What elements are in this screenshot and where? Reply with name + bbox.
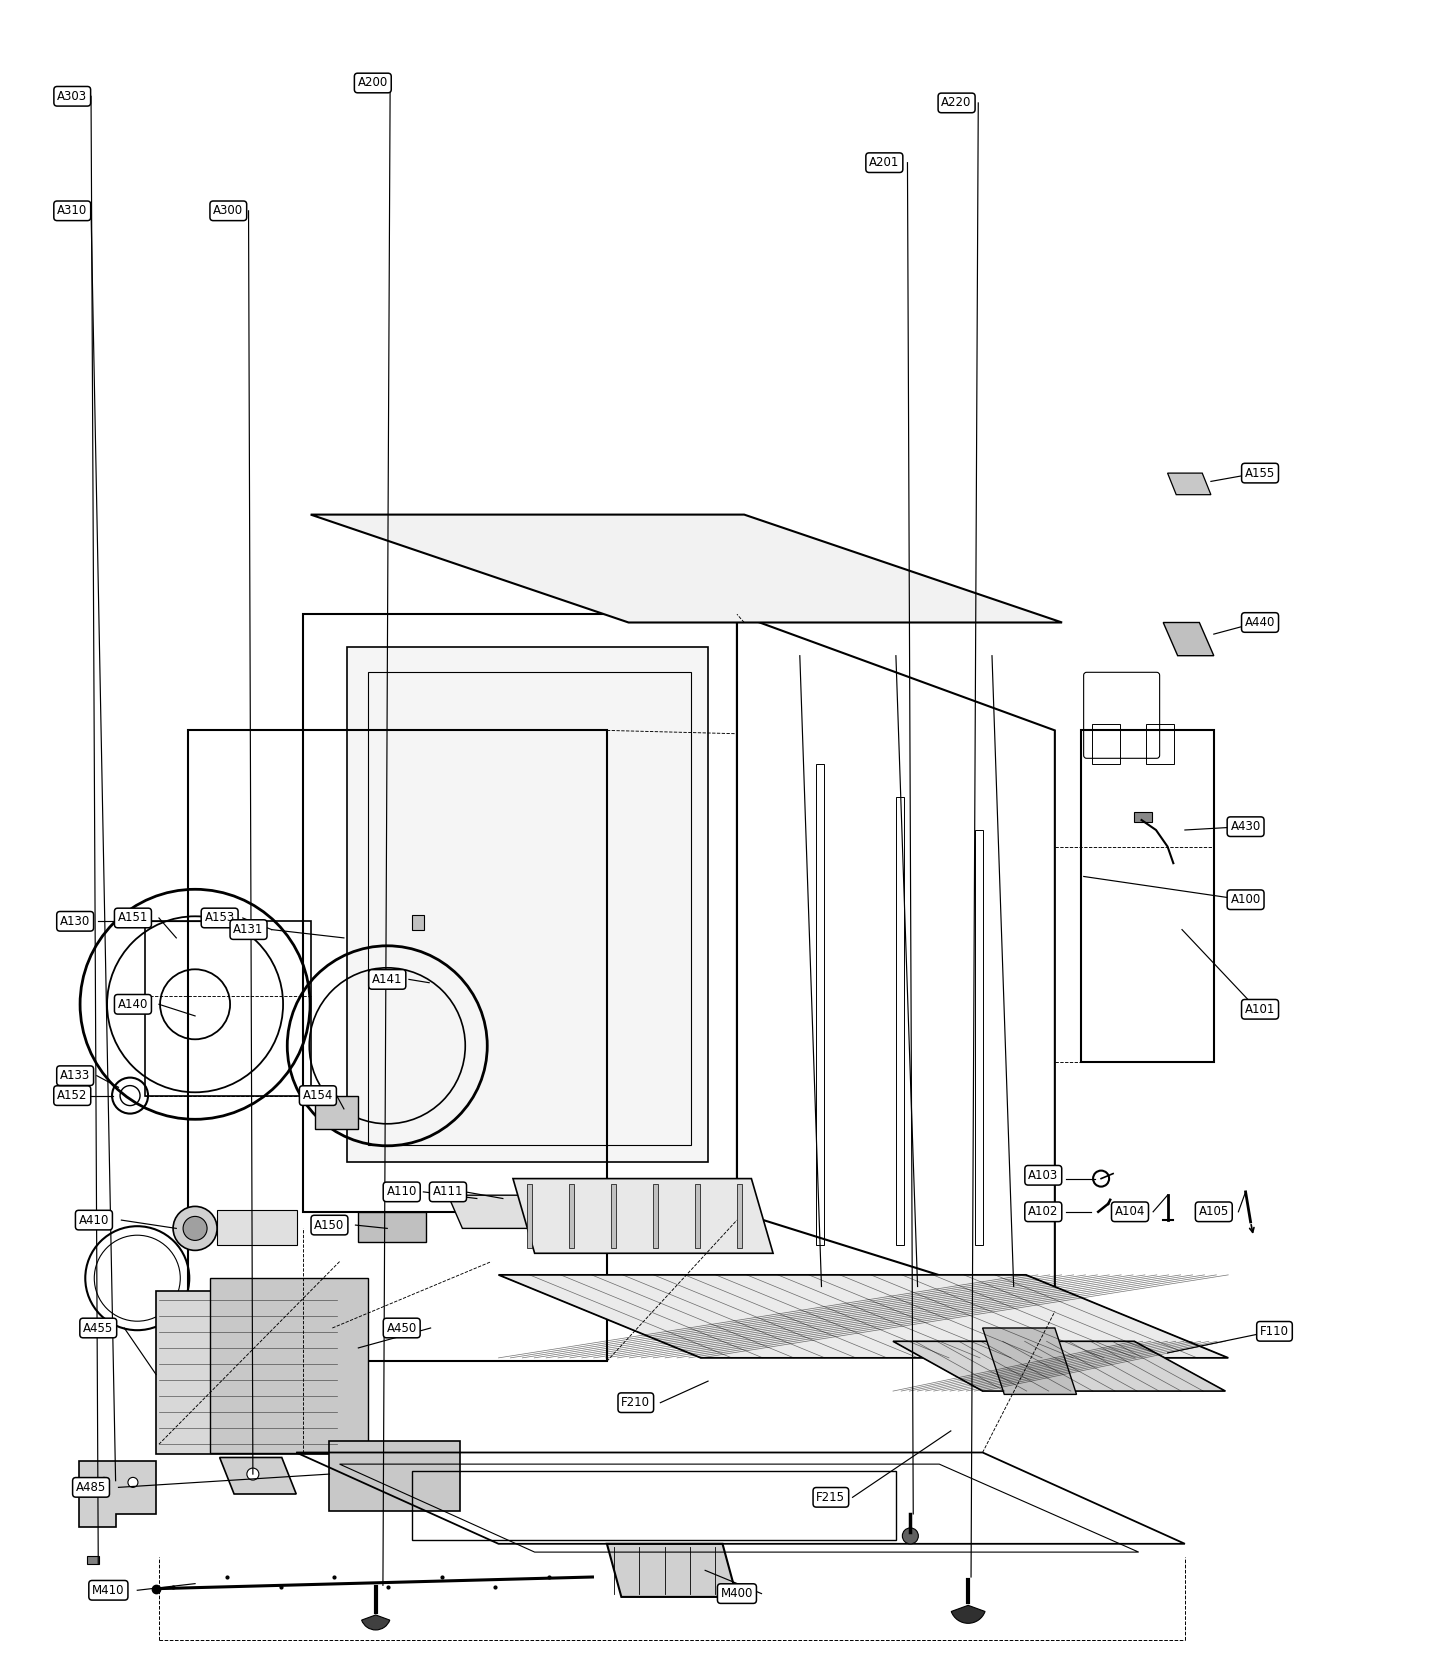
Circle shape (247, 1467, 259, 1481)
Polygon shape (1168, 473, 1211, 495)
Text: A103: A103 (1029, 1169, 1058, 1182)
Text: A100: A100 (1231, 893, 1260, 906)
Bar (975, 830, 984, 1245)
Text: A153: A153 (205, 911, 234, 925)
Circle shape (173, 1207, 217, 1250)
Bar (611, 1184, 616, 1248)
Text: A104: A104 (1114, 1205, 1146, 1218)
Text: A154: A154 (302, 1089, 334, 1102)
Text: A455: A455 (84, 1321, 113, 1335)
Polygon shape (311, 515, 1062, 622)
Text: A303: A303 (58, 90, 87, 103)
Wedge shape (361, 1615, 390, 1630)
Text: A101: A101 (1244, 1003, 1276, 1016)
Text: M410: M410 (92, 1584, 124, 1597)
Bar (569, 1184, 574, 1248)
Text: A110: A110 (386, 1185, 418, 1199)
Bar (653, 1184, 657, 1248)
Text: A220: A220 (941, 96, 972, 110)
Text: A410: A410 (78, 1213, 110, 1227)
Bar (412, 915, 423, 930)
Bar (737, 1184, 741, 1248)
Wedge shape (951, 1605, 985, 1623)
Text: A300: A300 (214, 204, 243, 217)
Bar (217, 1210, 296, 1245)
Polygon shape (1163, 622, 1214, 656)
Bar (1092, 724, 1120, 764)
Text: F215: F215 (816, 1491, 845, 1504)
Text: A485: A485 (77, 1481, 105, 1494)
Bar (695, 1184, 699, 1248)
Text: A440: A440 (1244, 616, 1276, 629)
FancyArrowPatch shape (1250, 1225, 1254, 1232)
Text: A130: A130 (61, 915, 90, 928)
Text: A430: A430 (1231, 820, 1260, 833)
Bar (527, 1184, 532, 1248)
Polygon shape (347, 647, 708, 1162)
Text: A152: A152 (56, 1089, 88, 1102)
Bar (1133, 812, 1152, 822)
Text: A310: A310 (58, 204, 87, 217)
Text: A201: A201 (868, 156, 900, 169)
Text: A111: A111 (432, 1185, 464, 1199)
Bar (816, 764, 825, 1245)
Polygon shape (220, 1457, 296, 1494)
Polygon shape (79, 1461, 156, 1527)
Bar (1146, 724, 1173, 764)
Text: A102: A102 (1027, 1205, 1059, 1218)
Polygon shape (607, 1544, 737, 1597)
Text: A200: A200 (358, 76, 387, 90)
Text: F110: F110 (1260, 1325, 1289, 1338)
Circle shape (100, 1477, 108, 1487)
Text: A140: A140 (117, 998, 149, 1011)
Text: M400: M400 (721, 1587, 753, 1600)
Polygon shape (983, 1328, 1077, 1394)
Text: A450: A450 (387, 1321, 416, 1335)
Text: A141: A141 (371, 973, 403, 986)
Text: A150: A150 (315, 1218, 344, 1232)
Polygon shape (448, 1195, 621, 1228)
Text: A133: A133 (61, 1069, 90, 1082)
Text: A105: A105 (1199, 1205, 1228, 1218)
Circle shape (902, 1527, 919, 1544)
Text: A155: A155 (1246, 466, 1274, 480)
Bar (896, 797, 905, 1245)
Polygon shape (210, 1278, 368, 1452)
Polygon shape (156, 1291, 340, 1454)
Polygon shape (358, 1212, 426, 1242)
Polygon shape (513, 1179, 773, 1253)
Polygon shape (329, 1441, 460, 1511)
Polygon shape (499, 1275, 1228, 1358)
Polygon shape (315, 1096, 358, 1129)
Circle shape (129, 1477, 137, 1487)
Polygon shape (893, 1341, 1225, 1391)
Text: A131: A131 (233, 923, 264, 936)
Bar (87, 1555, 98, 1564)
Circle shape (184, 1217, 207, 1240)
Text: F210: F210 (621, 1396, 650, 1409)
Text: A151: A151 (117, 911, 149, 925)
